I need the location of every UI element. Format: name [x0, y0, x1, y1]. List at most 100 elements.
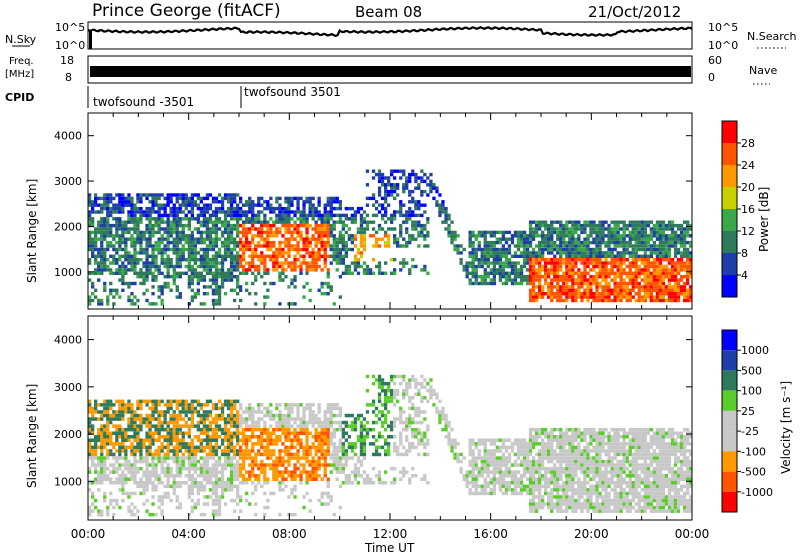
power-cell	[571, 237, 575, 241]
power-cell	[326, 210, 330, 214]
velocity-cell	[284, 435, 288, 439]
velocity-cell	[91, 449, 95, 453]
velocity-cell	[145, 456, 149, 460]
power-cell	[384, 261, 388, 265]
power-cell	[426, 193, 430, 197]
power-cell	[172, 227, 176, 231]
power-cell	[538, 244, 542, 248]
velocity-cell	[106, 410, 110, 414]
power-cell	[664, 244, 669, 248]
power-cell	[278, 230, 282, 235]
power-cell	[468, 261, 472, 265]
power-cell	[211, 247, 216, 252]
power-cell	[607, 234, 611, 238]
power-cell	[640, 254, 644, 258]
velocity-cell	[88, 449, 92, 453]
power-cell	[142, 237, 146, 241]
power-cell	[293, 258, 297, 262]
power-cell	[242, 203, 246, 207]
power-cell	[528, 237, 533, 241]
velocity-cell	[284, 452, 288, 457]
power-cell	[251, 200, 255, 204]
power-cell	[528, 268, 533, 272]
power-cell	[686, 281, 690, 286]
velocity-cell	[281, 474, 285, 478]
velocity-cell	[169, 456, 173, 460]
power-cell	[480, 258, 484, 262]
power-cell	[402, 261, 406, 265]
power-cell	[275, 264, 279, 269]
power-cell	[592, 230, 596, 235]
velocity-cell	[100, 442, 104, 446]
velocity-cell	[302, 466, 306, 471]
power-cell	[531, 234, 536, 238]
power-cell	[631, 237, 635, 241]
power-cell	[519, 244, 524, 248]
colorbar-tick-label: 16	[741, 203, 755, 216]
velocity-cell	[284, 470, 288, 474]
power-cell	[88, 210, 92, 214]
power-cell	[190, 210, 194, 214]
power-cell	[528, 227, 533, 231]
velocity-cell	[239, 466, 243, 471]
power-cell	[583, 264, 587, 269]
power-cell	[205, 268, 210, 272]
power-cell	[613, 292, 617, 296]
power-cell	[483, 261, 487, 265]
velocity-cell	[136, 435, 140, 439]
power-cell	[347, 234, 351, 238]
power-cell	[368, 234, 373, 238]
power-cell	[91, 292, 95, 296]
power-cell	[544, 244, 548, 248]
velocity-cell	[193, 424, 197, 428]
power-cell	[667, 285, 672, 289]
velocity-cell	[239, 438, 243, 442]
power-cell	[649, 285, 653, 289]
power-cell	[187, 264, 191, 269]
power-cell	[208, 268, 213, 272]
colorbar-tick-label: 20	[741, 181, 755, 194]
power-cell	[682, 268, 687, 272]
power-cell	[166, 254, 170, 258]
power-cell	[112, 295, 116, 299]
power-cell	[233, 196, 237, 201]
power-cell	[254, 292, 258, 296]
power-cell	[317, 251, 321, 255]
power-cell	[121, 206, 125, 211]
velocity-cell	[94, 456, 98, 460]
power-cell	[631, 220, 635, 224]
velocity-cell	[260, 410, 264, 414]
power-cell	[257, 264, 261, 269]
power-cell	[296, 264, 300, 269]
power-cell	[613, 240, 617, 245]
power-cell	[157, 203, 161, 207]
power-cell	[278, 240, 282, 245]
power-cell	[604, 220, 608, 224]
velocity-cell	[184, 424, 188, 428]
power-cell	[414, 200, 418, 204]
velocity-cell	[145, 459, 149, 464]
velocity-cell	[196, 484, 200, 489]
velocity-cell	[91, 456, 95, 460]
power-cell	[245, 213, 249, 218]
power-cell	[556, 247, 560, 252]
velocity-cell	[233, 420, 237, 425]
velocity-cell	[160, 413, 164, 418]
power-cell	[169, 210, 173, 214]
power-cell	[616, 264, 620, 269]
power-cell	[148, 210, 152, 214]
power-cell	[661, 275, 666, 279]
power-cell	[133, 302, 137, 306]
power-cell	[676, 227, 681, 231]
power-cell	[544, 237, 548, 241]
power-cell	[405, 240, 409, 245]
velocity-cell	[121, 431, 125, 435]
power-cell	[553, 244, 557, 248]
velocity-cell	[202, 445, 207, 450]
velocity-cell	[130, 435, 134, 439]
power-cell	[317, 234, 321, 238]
power-cell	[205, 234, 210, 238]
velocity-cell	[263, 512, 267, 517]
power-cell	[625, 275, 629, 279]
velocity-cell	[124, 406, 128, 411]
